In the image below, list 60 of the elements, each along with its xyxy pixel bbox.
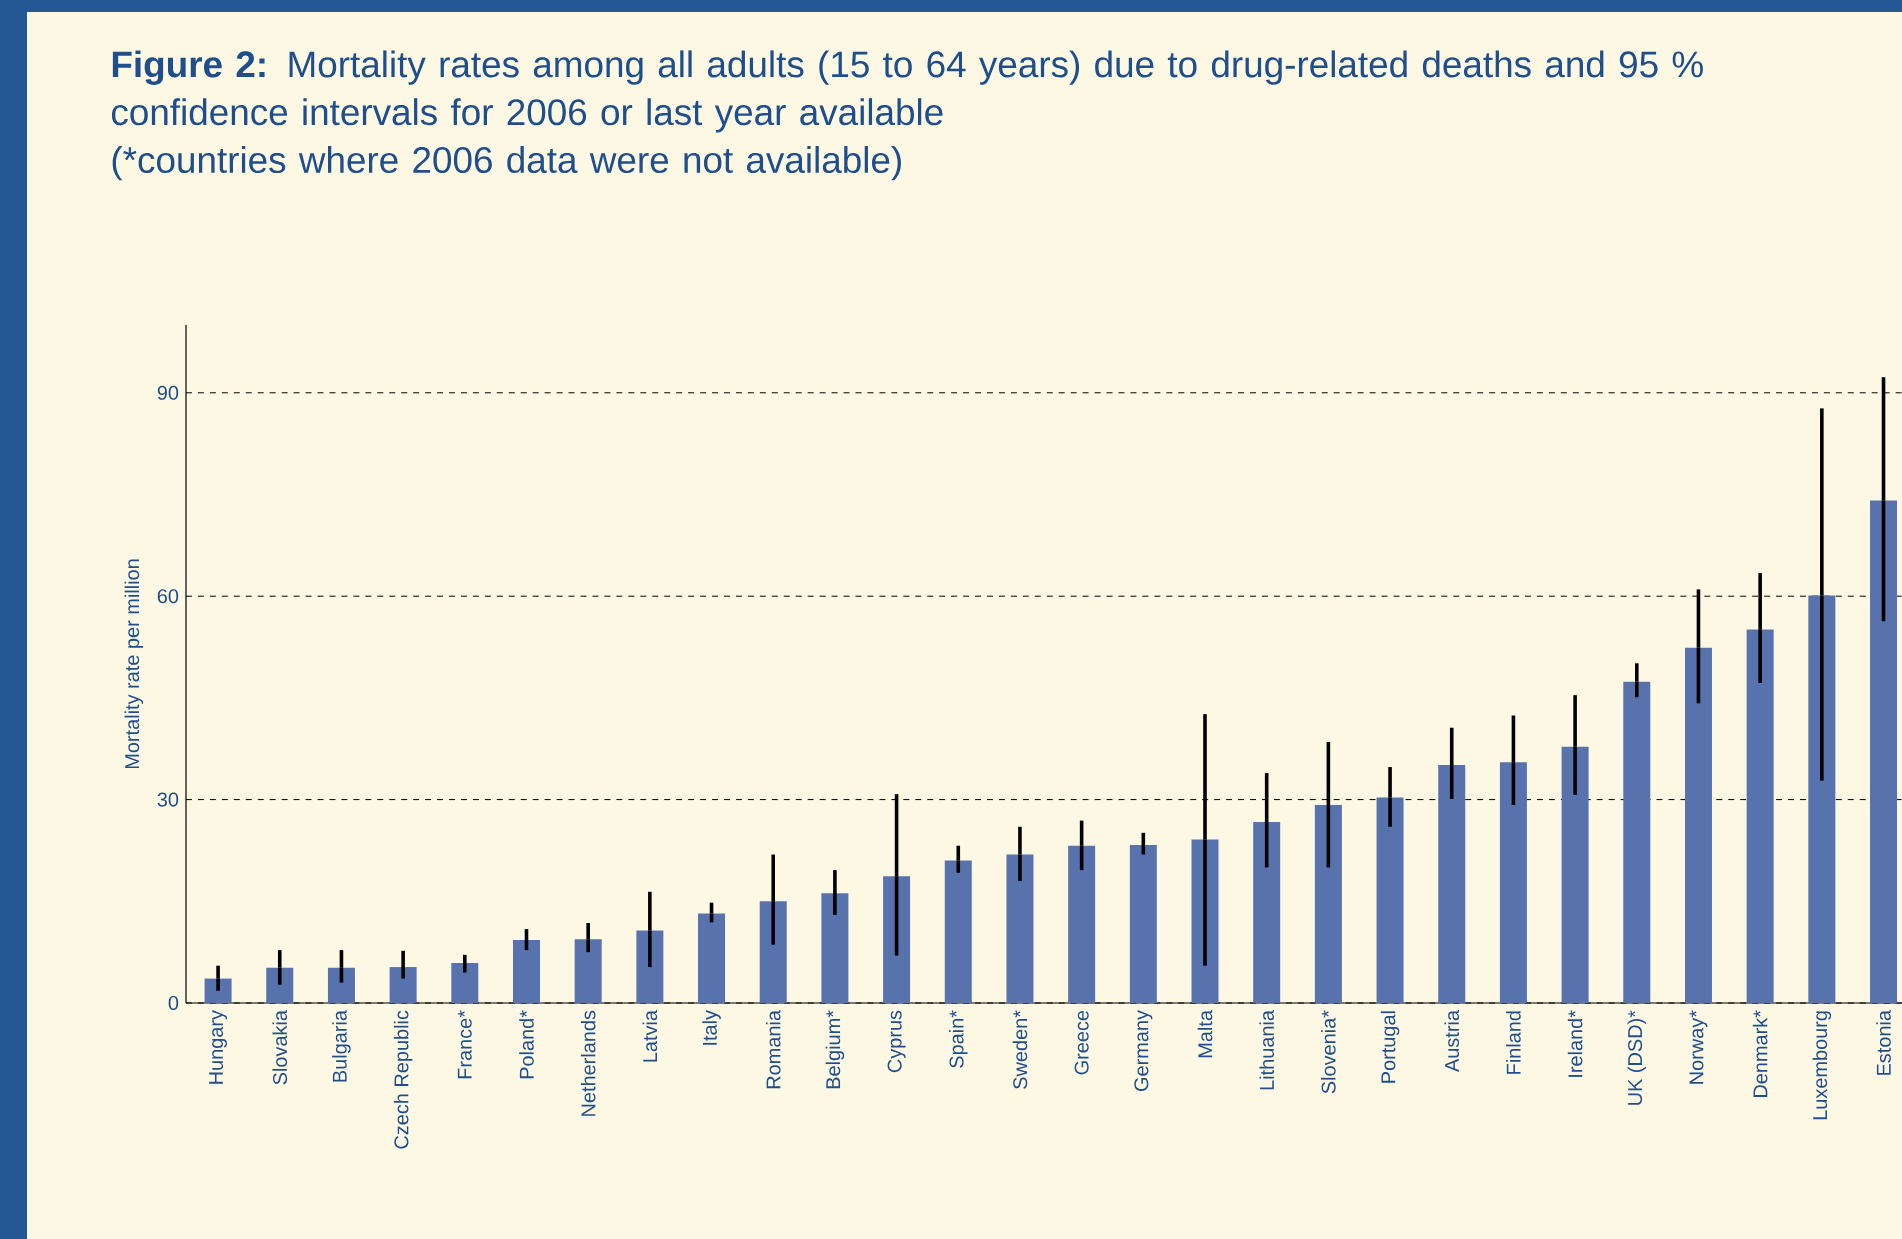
x-tick-label: Luxembourg <box>1812 1011 1832 1120</box>
bar <box>389 967 417 1003</box>
x-tick-label: Slovakia <box>272 1010 288 1085</box>
x-tick-label: Spain* <box>948 1010 968 1068</box>
x-tick-label: Denmark* <box>1752 1010 1768 1097</box>
x-tick-label: Belgium* <box>825 1010 845 1089</box>
y-axis-title: Mortality rate per million <box>124 559 144 769</box>
bar <box>574 939 602 1003</box>
x-tick-label: Bulgaria <box>332 1010 351 1082</box>
bar <box>512 939 540 1003</box>
bar <box>1376 797 1404 1003</box>
x-tick-label: Cyprus <box>887 1010 906 1073</box>
bar <box>1253 821 1281 1003</box>
x-tick-label: Netherlands <box>580 1010 596 1116</box>
bar <box>1314 805 1342 1003</box>
x-tick-label: Norway* <box>1689 1010 1708 1084</box>
x-tick-label: Greece <box>1074 1010 1089 1075</box>
x-tick-label: Slovenia* <box>1321 1010 1336 1094</box>
bar <box>1623 681 1651 1003</box>
x-tick-label: UK (DSD)* <box>1627 1010 1647 1105</box>
x-tick-label: Italy <box>702 1010 721 1045</box>
y-tick-label: 60 <box>157 589 179 604</box>
bar <box>1561 746 1589 1003</box>
x-tick-label: Estonia <box>1876 1010 1891 1075</box>
x-tick-label: Czech Republic <box>393 1010 413 1149</box>
x-tick-label: Ireland* <box>1567 1010 1583 1077</box>
x-tick-label: Finland <box>1506 1011 1521 1074</box>
bar <box>1006 854 1034 1003</box>
bar <box>327 967 355 1003</box>
bar <box>759 901 787 1003</box>
x-tick-label: Austria <box>1444 1010 1460 1073</box>
chart-subtitle: (*countries where 2006 data were not available) <box>112 146 901 181</box>
bar <box>1129 845 1157 1003</box>
x-tick-label: Latvia <box>642 1010 658 1062</box>
x-tick-label: Germany <box>1134 1010 1153 1091</box>
bar <box>1499 762 1527 1003</box>
x-tick-label: Romania <box>765 1010 781 1089</box>
y-tick-label: 90 <box>157 385 179 400</box>
x-tick-label: Portugal <box>1380 1011 1400 1083</box>
y-tick-label: 30 <box>157 792 179 807</box>
bar <box>1870 500 1898 1003</box>
bar <box>1684 647 1712 1003</box>
bar <box>204 978 232 1003</box>
chart-title: Figure 2: Mortality rates among all adults (15 to 64 years) due to drug-related deaths and 95 % confidence intervals for 2006 or last year available <box>111 50 1703 133</box>
bar <box>1438 765 1466 1003</box>
bar <box>944 860 972 1003</box>
bar <box>698 913 726 1003</box>
x-tick-label: Hungary <box>209 1010 227 1084</box>
x-tick-label: Malta <box>1197 1010 1213 1058</box>
bar <box>821 893 849 1003</box>
x-tick-label: Poland* <box>519 1010 534 1079</box>
bar <box>266 967 294 1003</box>
x-tick-label: Lithuania <box>1259 1010 1274 1090</box>
bar <box>1746 629 1774 1003</box>
bar <box>1068 845 1096 1003</box>
bar <box>451 962 479 1003</box>
bar <box>1808 595 1836 1003</box>
x-tick-label: Sweden* <box>1012 1010 1028 1089</box>
y-tick-label: 0 <box>168 995 179 1011</box>
x-tick-label: France* <box>457 1010 472 1079</box>
